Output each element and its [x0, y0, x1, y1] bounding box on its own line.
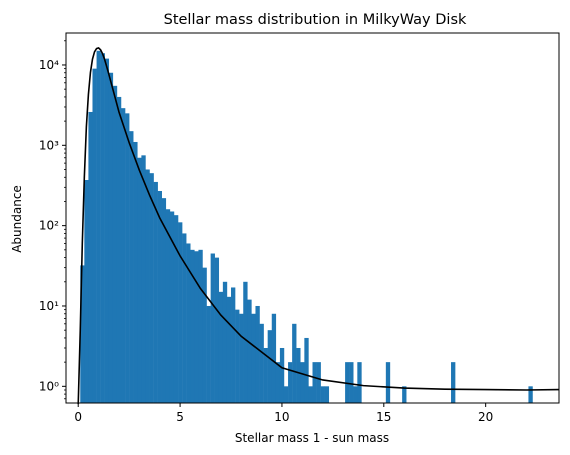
histogram-bar — [194, 251, 199, 403]
histogram-bar — [316, 362, 321, 403]
histogram-bar — [308, 386, 313, 403]
histogram-bar — [108, 72, 114, 403]
histogram-bar — [226, 296, 232, 403]
histogram-bar — [153, 181, 158, 403]
histogram-bar — [161, 198, 167, 403]
histogram-bar — [186, 243, 191, 403]
histogram-bar — [283, 386, 289, 403]
histogram-bar — [243, 281, 248, 403]
histogram-bar — [312, 362, 317, 403]
histogram-bar — [385, 362, 391, 403]
histogram-bar — [218, 291, 224, 403]
histogram-bar — [182, 233, 187, 403]
histogram-bar — [88, 111, 93, 403]
histogram-bar — [202, 267, 207, 403]
histogram-bar — [84, 180, 89, 403]
histogram-bar — [279, 347, 285, 403]
histogram-bar — [121, 108, 126, 403]
histogram-bar — [92, 68, 97, 404]
histogram-bar — [112, 85, 118, 403]
histogram-bar — [129, 131, 134, 403]
histogram-bar — [169, 211, 175, 403]
histogram-bar — [320, 386, 325, 403]
histogram-bar — [100, 53, 105, 403]
x-tick-label: 20 — [478, 410, 493, 424]
y-axis-title: Abundance — [10, 185, 24, 253]
fit-curve-line — [77, 47, 560, 405]
histogram-bar — [267, 330, 272, 403]
histogram-bar — [222, 281, 228, 403]
chart-title: Stellar mass distribution in MilkyWay Di… — [164, 12, 467, 28]
histogram-bar — [345, 362, 350, 403]
histogram-bar — [255, 305, 260, 403]
histogram-bar — [149, 173, 154, 403]
histogram-bar — [80, 265, 85, 403]
histogram-bar — [292, 323, 297, 403]
histogram-bar — [296, 347, 301, 403]
x-tick-label: 5 — [176, 410, 184, 424]
histogram-bar — [125, 113, 130, 403]
histogram-bar — [231, 287, 236, 403]
histogram-bar — [116, 96, 122, 403]
histogram-bar — [357, 362, 362, 403]
histogram-bar — [300, 362, 305, 403]
x-tick-label: 0 — [74, 410, 82, 424]
histogram-bar — [251, 313, 256, 403]
histogram-bars — [80, 50, 533, 404]
plot-frame — [65, 32, 560, 404]
histogram-bar — [137, 157, 142, 403]
histogram-bar — [263, 347, 268, 403]
histogram-bar — [104, 58, 110, 404]
histogram-bar — [235, 309, 240, 403]
x-tick-label: 15 — [376, 410, 391, 424]
histogram-bar — [288, 362, 293, 403]
y-tick-label: 10³ — [39, 138, 59, 152]
x-tick-label: 10 — [274, 410, 289, 424]
histogram-bar — [210, 253, 215, 403]
y-tick-label: 10⁴ — [39, 58, 59, 72]
histogram-bar — [275, 362, 281, 403]
histogram-bar — [178, 222, 183, 403]
histogram-bar — [173, 215, 179, 403]
histogram-bar — [145, 169, 150, 403]
histogram-bar — [324, 386, 330, 403]
histogram-bar — [214, 257, 220, 403]
y-tick-label: 10¹ — [39, 299, 59, 313]
histogram-bar — [96, 50, 101, 403]
histogram-bar — [239, 313, 244, 403]
histogram-bar — [141, 155, 146, 403]
histogram-bar — [304, 337, 309, 403]
y-tick-label: 10² — [39, 219, 59, 233]
histogram-bar — [402, 386, 407, 403]
histogram-bar — [247, 299, 252, 403]
histogram-bar — [271, 313, 277, 403]
x-axis-title: Stellar mass 1 - sun mass — [235, 431, 389, 445]
histogram-bar — [190, 249, 195, 403]
histogram-bar — [259, 323, 264, 403]
histogram-bar — [206, 305, 211, 403]
histogram-bar — [451, 362, 456, 403]
y-axis-ticks: 10⁰ 10¹ 10² 10³ 10⁴ — [39, 40, 66, 400]
histogram-bar — [353, 386, 358, 403]
x-axis-ticks: 0 5 10 15 20 — [74, 403, 493, 424]
histogram-bar — [157, 190, 162, 403]
y-tick-label: 10⁰ — [39, 379, 59, 393]
histogram-bar — [349, 362, 354, 403]
histogram-bar — [133, 141, 138, 404]
histogram-bar — [528, 386, 533, 403]
histogram-bar — [198, 249, 203, 403]
histogram-bar — [165, 209, 171, 403]
